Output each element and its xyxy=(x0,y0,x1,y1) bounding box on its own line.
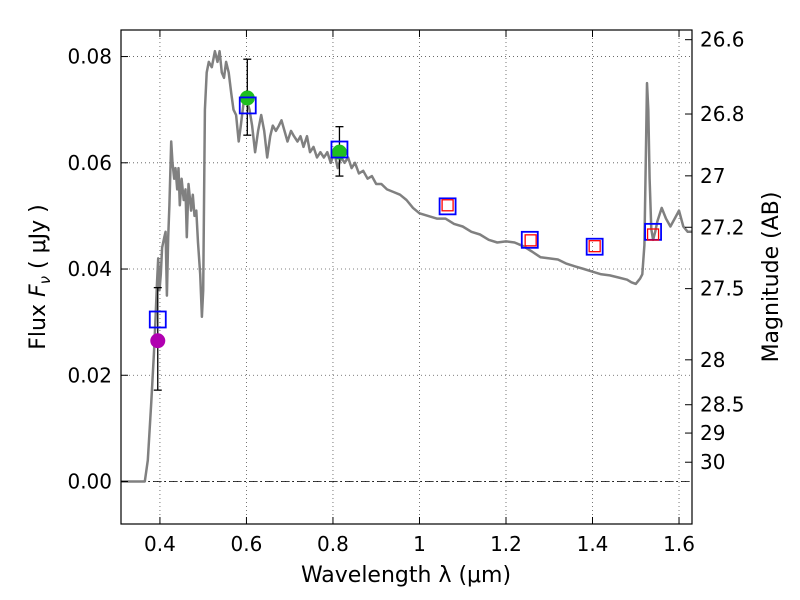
observed-upper-value-square xyxy=(441,199,454,212)
x-axis-label: Wavelength λ (μm) xyxy=(301,563,511,588)
model-photometry-square xyxy=(148,310,167,329)
x-axis-ticks: 0.4 0.6 0.8 1 1.2 1.4 1.6 xyxy=(144,30,695,556)
magnitude-tick-label: 28.5 xyxy=(700,393,745,417)
observed-photometry-point xyxy=(331,144,347,160)
observed-upper-value-square xyxy=(524,234,537,247)
y-axis-ticks: 0.00 0.02 0.04 0.06 0.08 xyxy=(67,45,128,494)
model-photometry-square xyxy=(585,237,604,256)
y-tick-label: 0.02 xyxy=(67,363,112,387)
y-tick-label: 0.00 xyxy=(67,470,112,494)
magnitude-tick-label: 26.8 xyxy=(700,102,745,126)
y2-axis-label: Magnitude (AB) xyxy=(759,192,784,363)
y-axis-label-prefix: Flux xyxy=(26,297,51,350)
magnitude-tick-label: 27 xyxy=(700,164,725,188)
x-tick-label: 0.8 xyxy=(317,532,349,556)
y-axis-label: Flux Fν ( μJy ) xyxy=(26,204,54,349)
y-axis-label-symbol: F xyxy=(26,284,51,297)
x-tick-label: 1.2 xyxy=(490,532,522,556)
sed-line-layer xyxy=(121,49,692,483)
x-tick-label: 1.4 xyxy=(577,532,609,556)
y-axis-label-subscript: ν xyxy=(36,276,54,284)
y-axis-label-suffix: ( μJy ) xyxy=(26,204,51,276)
magnitude-tick-label: 26.6 xyxy=(700,28,745,52)
square-markers xyxy=(148,96,662,329)
observed-upper-value-square xyxy=(588,240,601,253)
model-photometry-square xyxy=(438,197,457,216)
model-photometry-square xyxy=(238,96,257,115)
plot-frame xyxy=(120,29,693,525)
observed-photometry-point xyxy=(150,333,166,349)
y-tick-label: 0.04 xyxy=(67,257,112,281)
model-photometry-square xyxy=(520,230,539,249)
x-tick-label: 1 xyxy=(413,532,426,556)
x-tick-label: 0.4 xyxy=(144,532,176,556)
magnitude-axis-ticks: 26.6 26.8 27 27.2 27.5 28 28.5 29 30 xyxy=(685,28,745,474)
magnitude-tick-label: 29 xyxy=(700,421,725,445)
magnitude-tick-label: 27.5 xyxy=(700,277,745,301)
x-tick-label: 1.6 xyxy=(663,532,695,556)
x-tick-label: 0.6 xyxy=(231,532,263,556)
y-tick-label: 0.06 xyxy=(67,151,112,175)
observed-upper-value-square xyxy=(646,228,660,241)
sed-model-line xyxy=(121,49,692,483)
magnitude-tick-label: 27.2 xyxy=(700,215,745,239)
model-photometry-square xyxy=(330,140,349,159)
magnitude-tick-label: 28 xyxy=(700,348,725,372)
magnitude-tick-label: 30 xyxy=(700,450,725,474)
y-tick-label: 0.08 xyxy=(67,45,112,69)
